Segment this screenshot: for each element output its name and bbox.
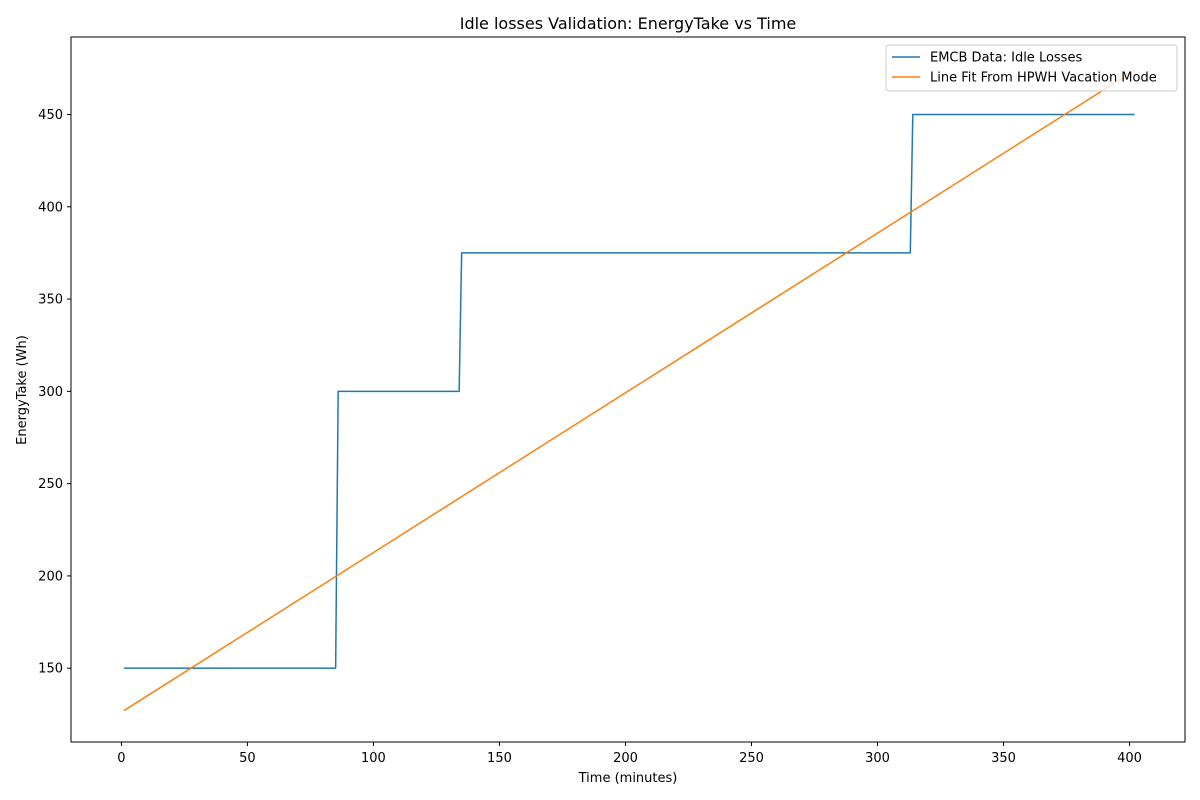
x-tick-label: 0 [117, 751, 125, 766]
y-tick-label: 200 [38, 569, 63, 584]
chart-title: Idle losses Validation: EnergyTake vs Ti… [460, 14, 797, 33]
y-axis-label: EnergyTake (Wh) [15, 335, 30, 445]
x-tick-label: 100 [361, 751, 386, 766]
y-tick-label: 300 [38, 385, 63, 400]
legend-box [885, 44, 1178, 92]
legend-label-2: Line Fit From HPWH Vacation Mode [930, 71, 1157, 86]
y-tick-label: 350 [38, 293, 63, 308]
legend-label-1: EMCB Data: Idle Losses [930, 51, 1082, 66]
plot-area [70, 36, 1186, 743]
x-tick-label: 350 [991, 751, 1016, 766]
y-axis: 150 200 250 300 350 400 450 [38, 108, 71, 677]
series-line-2 [123, 69, 1135, 712]
y-tick-label: 400 [38, 200, 63, 215]
x-tick-label: 250 [739, 751, 764, 766]
x-tick-label: 400 [1117, 751, 1142, 766]
x-axis-label: Time (minutes) [578, 771, 678, 786]
y-tick-label: 450 [38, 108, 63, 123]
plot-frame [70, 36, 1186, 743]
x-tick-label: 200 [613, 751, 638, 766]
x-tick-label: 300 [865, 751, 890, 766]
y-tick-label: 150 [38, 662, 63, 677]
x-axis: 0 50 100 150 200 250 300 350 400 [117, 742, 1142, 766]
x-tick-label: 150 [487, 751, 512, 766]
x-tick-label: 50 [239, 751, 256, 766]
y-tick-label: 250 [38, 477, 63, 492]
legend: EMCB Data: Idle Losses Line Fit From HPWH… [885, 44, 1178, 92]
series-line-1 [123, 113, 1135, 669]
